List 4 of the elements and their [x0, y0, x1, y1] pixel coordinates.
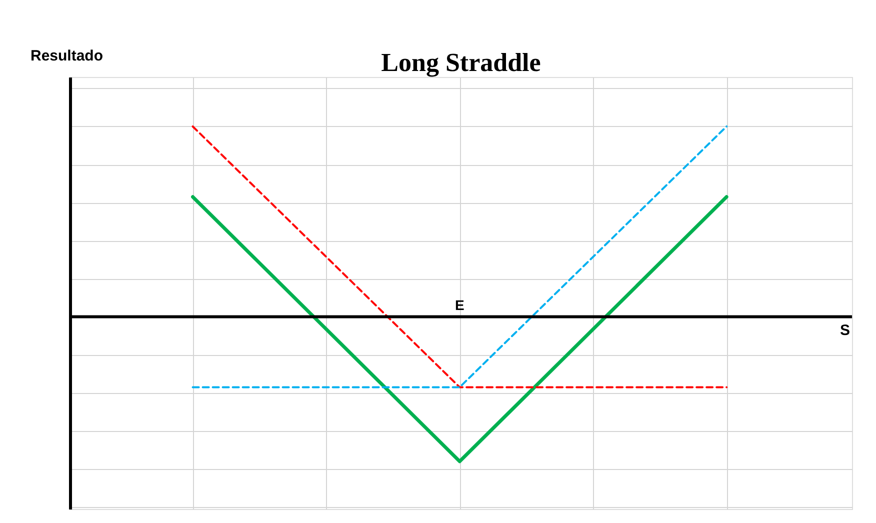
y-axis-title: Resultado [30, 48, 104, 64]
annotation: E [454, 296, 464, 313]
x-axis-title: S [840, 322, 850, 339]
chart-title: Long Straddle [381, 48, 541, 77]
